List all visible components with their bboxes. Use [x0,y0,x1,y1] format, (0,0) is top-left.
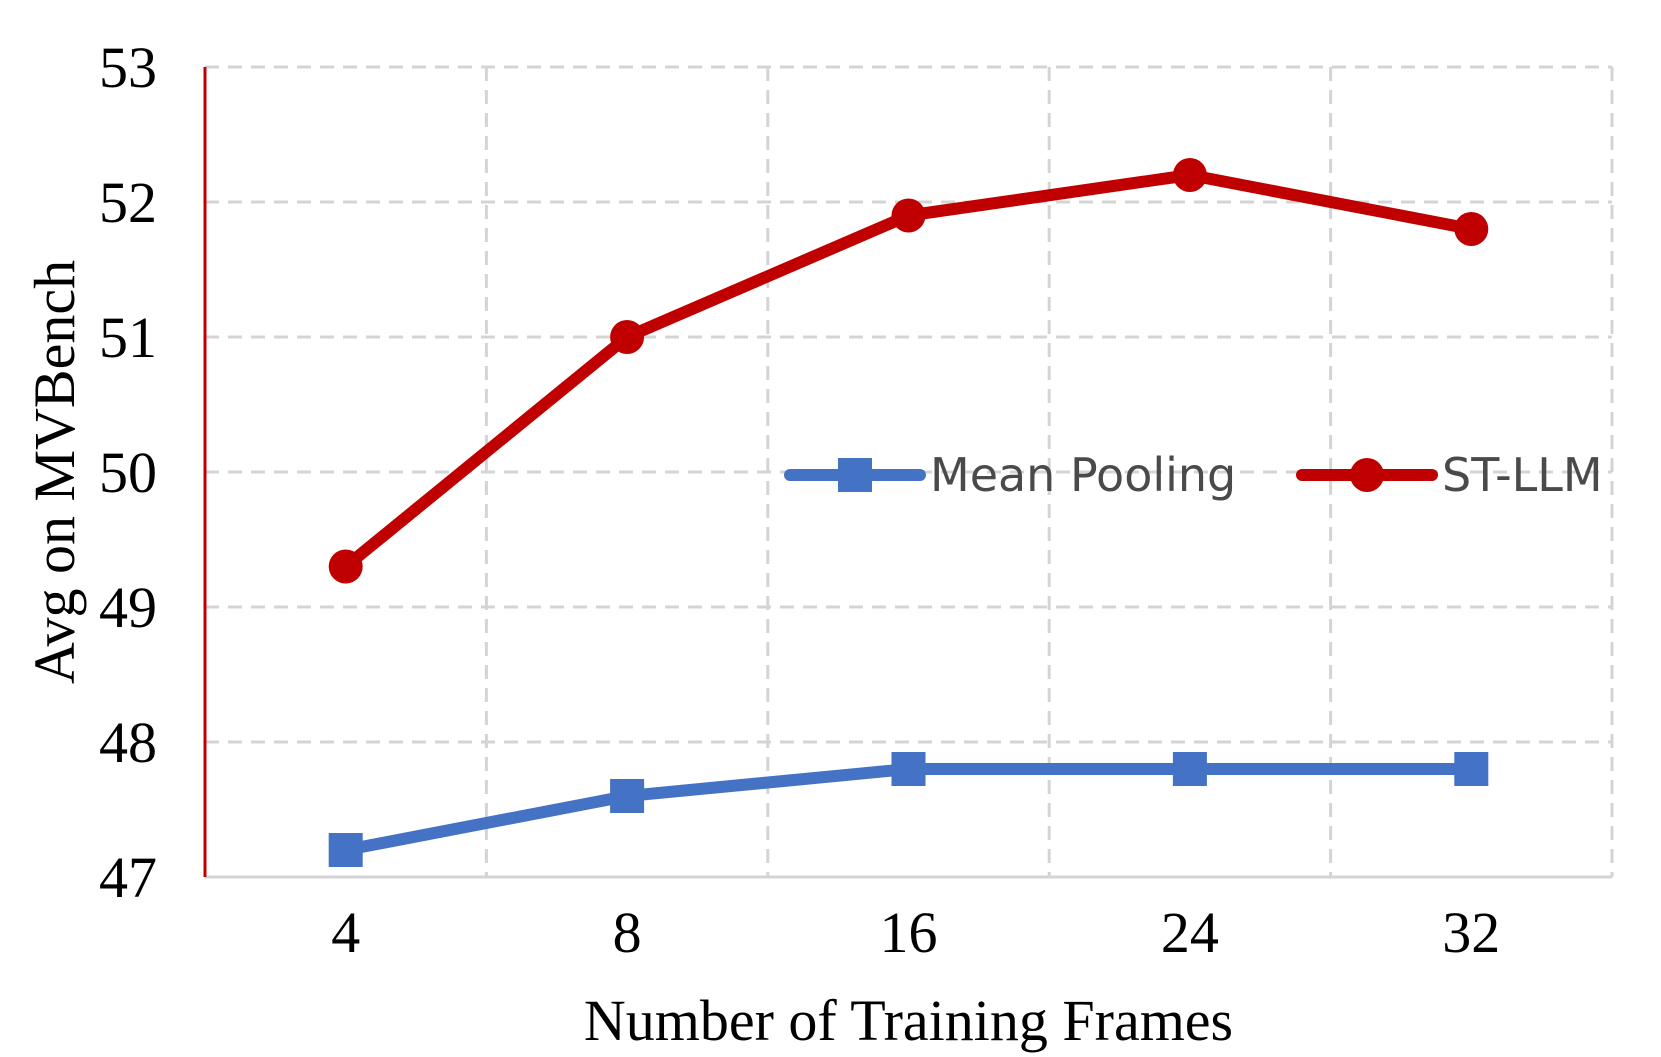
legend-marker [1350,458,1384,492]
data-point-st-llm [1172,158,1207,192]
legend-item-st-llm: ST-LLM [1296,448,1603,502]
x-axis-title: Number of Training Frames [584,988,1233,1053]
x-tick-label: 8 [613,900,642,965]
x-tick-label: 32 [1442,900,1500,965]
x-axis-ticks: 4 8 16 24 32 [331,900,1500,965]
series-layer [328,158,1489,867]
y-tick-label: 51 [99,305,157,370]
data-point-st-llm [1454,212,1489,246]
data-point-mean-pooling [1172,752,1207,786]
data-point-mean-pooling [891,752,926,786]
x-tick-label: 16 [880,900,938,965]
y-tick-label: 53 [99,35,157,100]
y-tick-label: 50 [99,440,157,505]
legend-label: Mean Pooling [930,448,1236,502]
legend-item-mean-pooling: Mean Pooling [784,448,1236,502]
data-point-st-llm [328,549,363,584]
data-point-mean-pooling [610,779,645,813]
x-tick-label: 24 [1161,900,1219,965]
y-tick-label: 48 [99,710,157,775]
data-point-st-llm [891,198,926,233]
data-point-st-llm [610,320,645,354]
y-axis-title: Avg on MVBench [22,260,87,684]
x-tick-label: 4 [331,900,360,965]
y-axis-ticks: 47 48 49 50 51 52 53 [99,35,157,910]
y-tick-label: 47 [99,845,157,910]
data-point-mean-pooling [328,833,363,867]
legend-marker [838,458,872,492]
legend: Mean Pooling ST-LLM [784,448,1603,502]
series-line-st-llm [339,169,1478,573]
legend-label: ST-LLM [1442,448,1603,502]
y-tick-label: 49 [99,575,157,640]
data-point-mean-pooling [1454,752,1489,786]
y-tick-label: 52 [99,170,157,235]
